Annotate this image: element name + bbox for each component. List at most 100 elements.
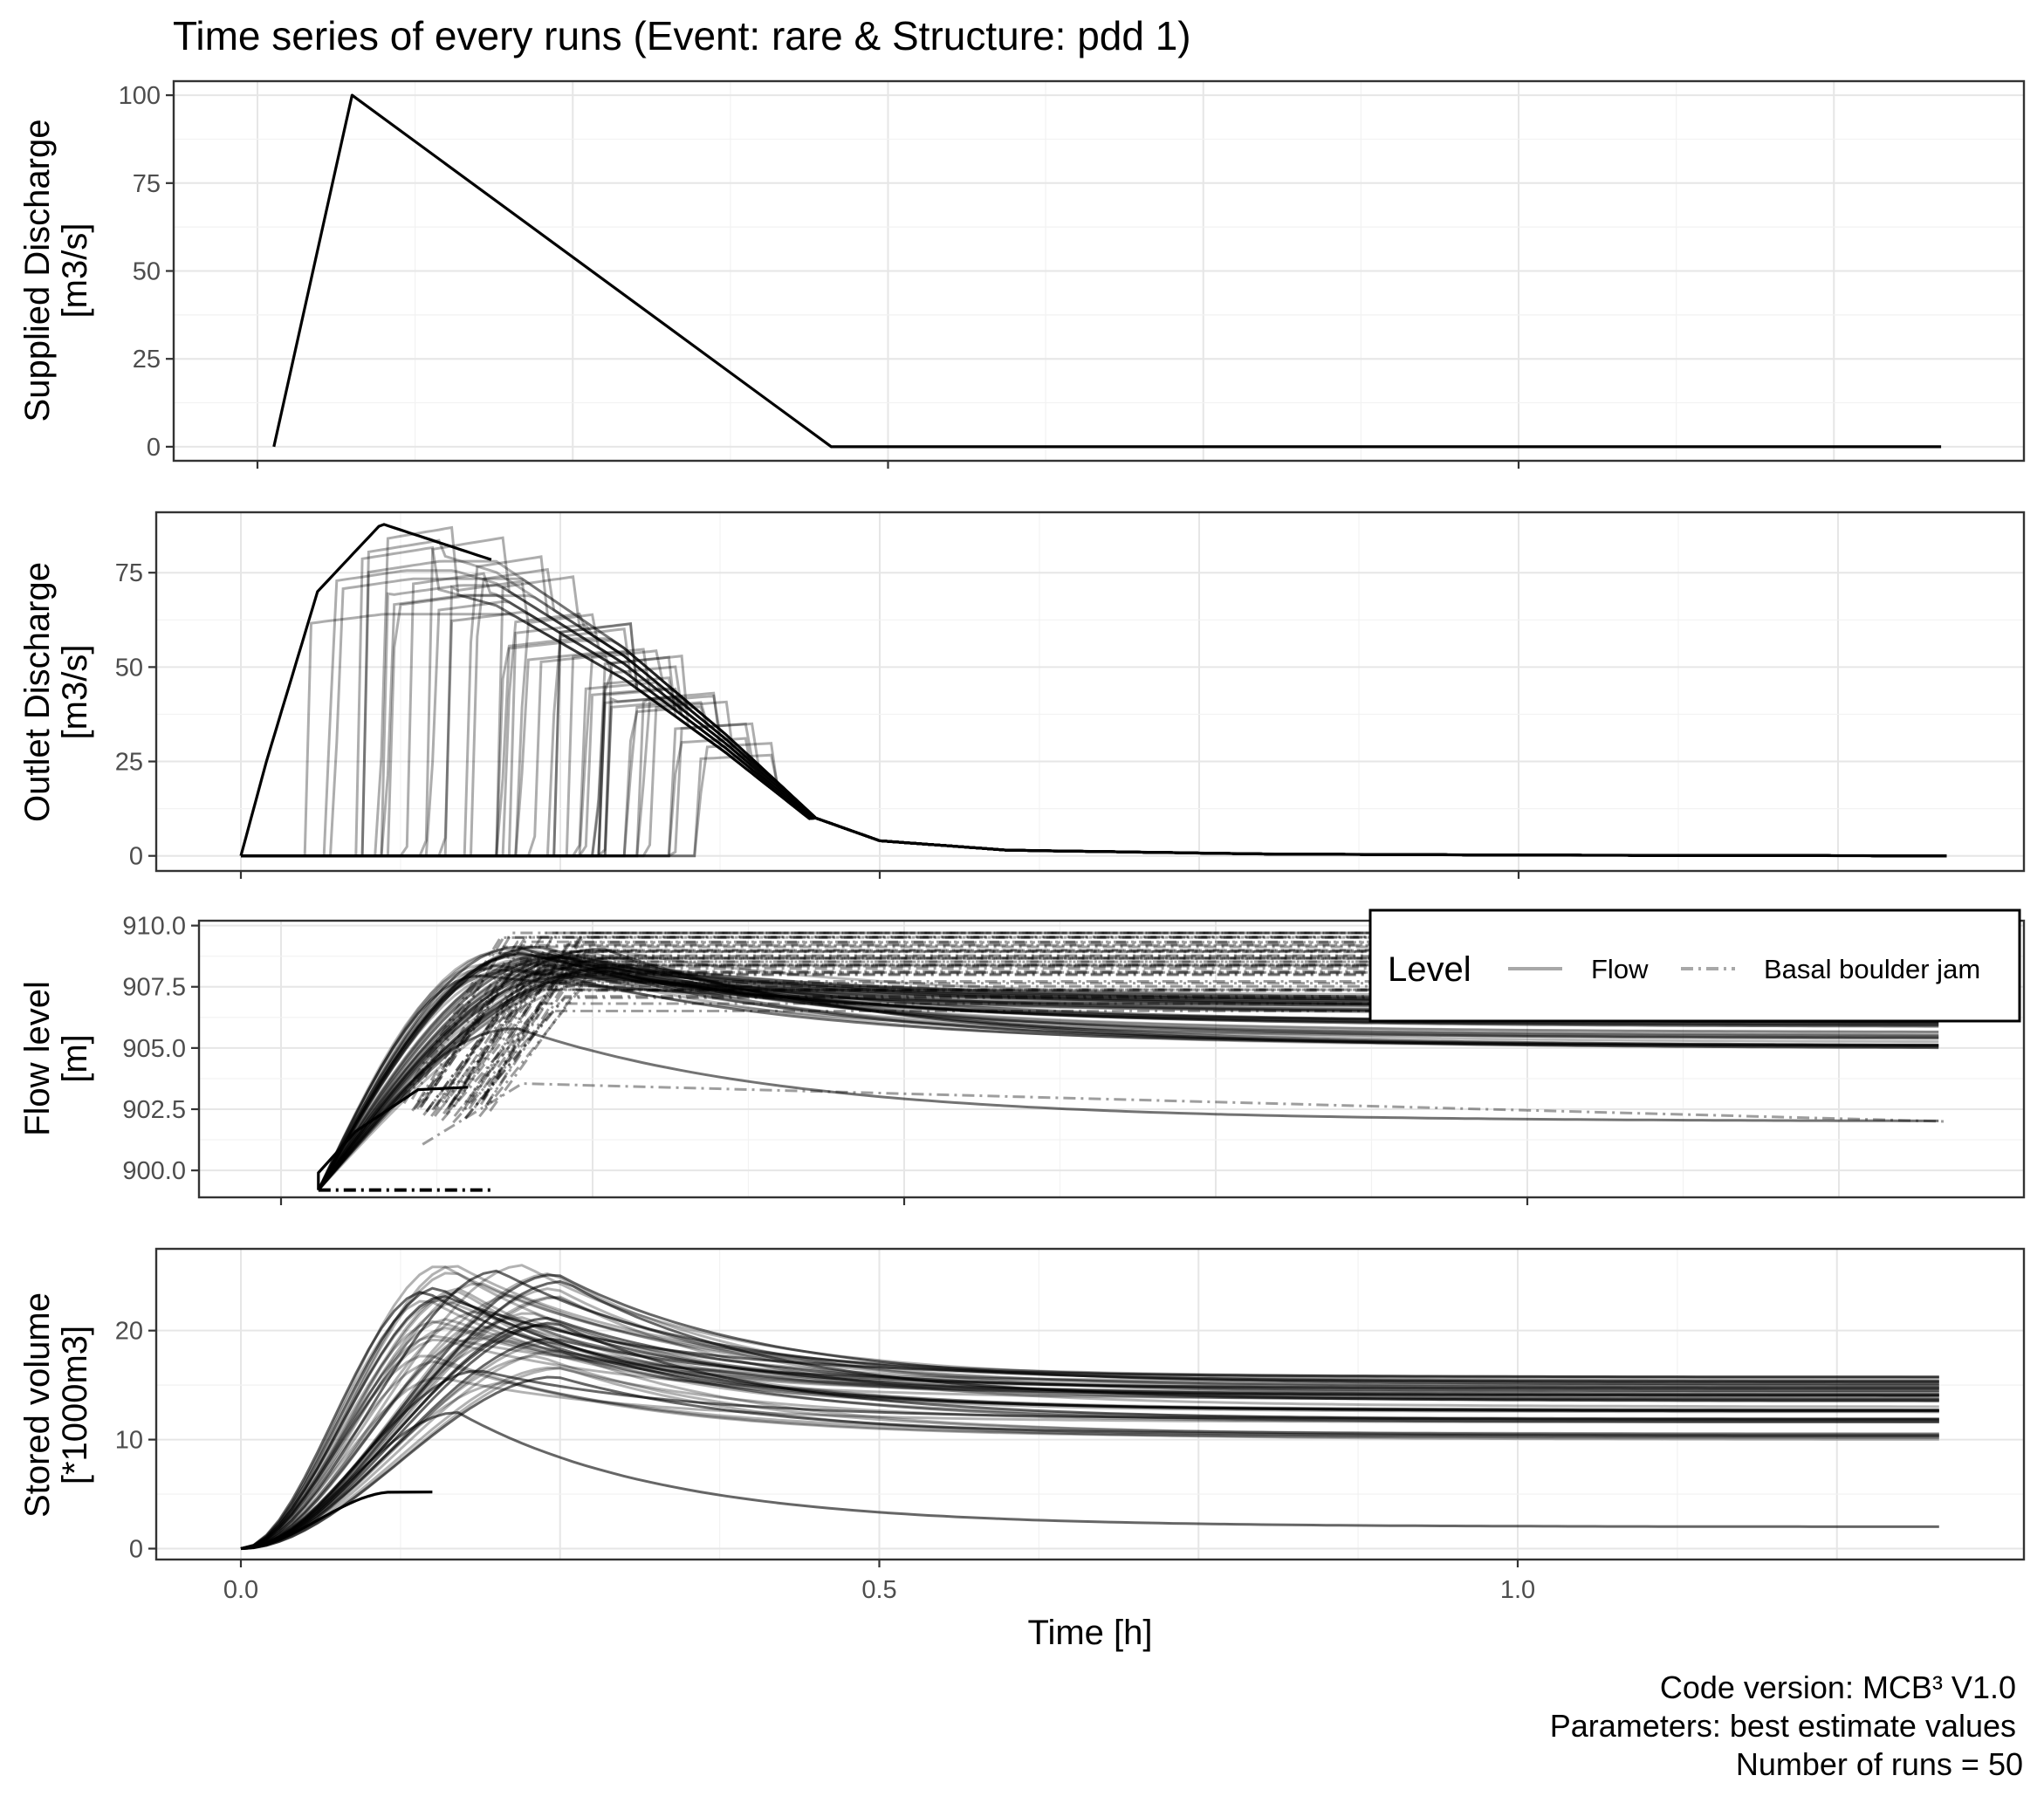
series-line-stored-run xyxy=(240,1272,1939,1550)
y-tick-label: 907.5 xyxy=(122,974,186,1002)
series-line-flow-run xyxy=(317,969,1939,1191)
series-line-stored-run xyxy=(240,1338,1939,1550)
y-tick-label: 0 xyxy=(129,843,143,871)
y-tick-label: 20 xyxy=(115,1318,143,1346)
legend: Level Flow Basal boulder jam xyxy=(1368,908,2021,1023)
y-tick-label: 75 xyxy=(133,170,161,198)
panel-supplied-ylabel-line1: Supplied Discharge xyxy=(18,120,57,422)
series-line-flow-run xyxy=(317,953,1939,1191)
panel-flowlevel-y-axis: 900.0 902.5 905.0 907.5 910.0 xyxy=(122,913,1529,1205)
series-line-stored-run xyxy=(240,1375,1939,1550)
y-tick-label: 0 xyxy=(129,1536,143,1564)
x-axis-label: Time [h] xyxy=(1028,1614,1153,1652)
series-line-stored-run xyxy=(240,1299,1939,1550)
y-tick-label: 0 xyxy=(147,434,161,462)
series-line-outlet-tail xyxy=(751,758,1941,858)
series-line-jam-run xyxy=(422,1082,1945,1146)
series-line-stored-run xyxy=(240,1354,1939,1550)
legend-label-flow: Flow xyxy=(1591,954,1649,984)
series-line-jam-run xyxy=(449,949,1945,1106)
panel-supplied-grid xyxy=(174,81,2023,461)
series-line-flow-run xyxy=(317,953,1939,1191)
y-tick-label: 25 xyxy=(133,346,161,374)
series-line-jam-run xyxy=(453,988,1945,1117)
series-line-jam-run xyxy=(411,970,1945,1112)
panel-supplied-y-axis: 0 25 50 75 100 xyxy=(119,82,1520,469)
series-line-flow-run xyxy=(317,960,1939,1191)
series-line-flow-run xyxy=(317,947,1939,1191)
series-line-stored-lowest xyxy=(240,1491,433,1551)
series-line-stored-run xyxy=(240,1334,1939,1550)
panel-outlet-series xyxy=(239,523,1947,858)
series-line-jam-run xyxy=(413,964,1945,1110)
series-line-stored-run xyxy=(240,1376,1939,1550)
series-line-supplied xyxy=(272,93,1942,449)
series-line-stored-run xyxy=(240,1316,1939,1550)
series-line-stored-run xyxy=(240,1311,1939,1550)
panel-flowlevel-border xyxy=(197,919,2026,1199)
series-line-flow-lowest xyxy=(317,1086,469,1190)
panel-outlet-border xyxy=(154,511,2026,873)
y-tick-label: 900.0 xyxy=(122,1157,186,1185)
legend-label-basal-boulder-jam: Basal boulder jam xyxy=(1764,954,1980,984)
x-tick-label: 0.0 xyxy=(223,1576,258,1604)
panel-flowlevel: 900.0 902.5 905.0 907.5 910.0 Flow level [m]… xyxy=(18,908,2026,1205)
series-line-jam-run xyxy=(421,943,1945,1104)
series-line-jam-run xyxy=(430,988,1945,1117)
caption-number-of-runs: Number of runs = 50 xyxy=(1736,1746,2023,1782)
series-line-stored-run xyxy=(240,1295,1939,1550)
panel-stored-border xyxy=(154,1247,2026,1561)
series-line-flow-run xyxy=(317,956,1939,1191)
y-tick-label: 10 xyxy=(115,1427,143,1455)
panel-outlet-ylabel-line2: [m3/s] xyxy=(56,645,94,740)
series-line-stored-run xyxy=(240,1320,1939,1550)
panel-flowlevel-ylabel-line2: [m] xyxy=(56,1034,94,1083)
series-line-stored-run xyxy=(240,1295,1939,1550)
series-line-stored-run xyxy=(240,1410,1939,1550)
series-line-stored-run xyxy=(240,1293,1939,1550)
panel-stored-ylabel-line2: [*1000m3] xyxy=(56,1326,94,1484)
series-line-stored-run xyxy=(240,1279,1939,1550)
series-line-stored-run xyxy=(240,1324,1939,1550)
panel-stored: 0 10 20 Stored volume [*1000m3] xyxy=(18,1247,2026,1567)
y-tick-label: 902.5 xyxy=(122,1096,186,1124)
series-line-outlet-run xyxy=(241,637,1947,858)
series-line-jam-run xyxy=(420,956,1945,1108)
x-axis: 0.0 0.5 1.0 xyxy=(223,1576,1535,1604)
x-tick-label: 1.0 xyxy=(1500,1576,1535,1604)
series-line-outlet-envelope xyxy=(239,523,492,857)
panel-supplied-ylabel-line2: [m3/s] xyxy=(56,223,94,319)
x-tick-label: 0.5 xyxy=(861,1576,896,1604)
series-line-stored-run xyxy=(240,1296,1939,1550)
panel-outlet-y-axis: 0 25 50 75 xyxy=(115,559,1520,879)
series-line-stored-run xyxy=(240,1337,1939,1550)
series-line-jam-run xyxy=(466,943,1945,1104)
panel-supplied-series xyxy=(272,93,1942,449)
y-tick-label: 75 xyxy=(115,559,143,587)
series-line-stored-run xyxy=(240,1366,1939,1550)
series-line-flow-run xyxy=(317,1027,1939,1191)
legend-box xyxy=(1368,908,2021,1023)
panel-outlet-ylabel-line1: Outlet Discharge xyxy=(18,562,57,822)
panel-flowlevel-ylabel-line1: Flow level xyxy=(18,981,57,1136)
panel-outlet: 0 25 50 75 Outlet Discharge [m3/s] xyxy=(18,511,2026,879)
caption-parameters: Parameters: best estimate values xyxy=(1550,1708,2016,1744)
panel-supplied: 0 25 50 75 100 Supplied Discharge [m3/s] xyxy=(18,79,2026,469)
series-line-flow-run xyxy=(317,949,1939,1191)
series-line-jam-run xyxy=(463,996,1945,1120)
series-line-jam-run xyxy=(470,941,1945,1103)
series-line-jam-run xyxy=(449,949,1945,1106)
series-line-stored-run xyxy=(240,1318,1939,1550)
series-line-stored-run xyxy=(240,1369,1939,1550)
y-tick-label: 50 xyxy=(115,654,143,682)
y-tick-label: 25 xyxy=(115,749,143,777)
series-line-stored-run xyxy=(240,1367,1939,1550)
y-tick-label: 905.0 xyxy=(122,1035,186,1063)
y-tick-label: 50 xyxy=(133,258,161,286)
panel-stored-series xyxy=(240,1264,1939,1551)
caption-code-version: Code version: MCB³ V1.0 xyxy=(1660,1669,2016,1705)
series-line-flow-run xyxy=(317,951,1939,1191)
series-line-jam-run xyxy=(419,960,1945,1109)
y-tick-label: 910.0 xyxy=(122,913,186,941)
